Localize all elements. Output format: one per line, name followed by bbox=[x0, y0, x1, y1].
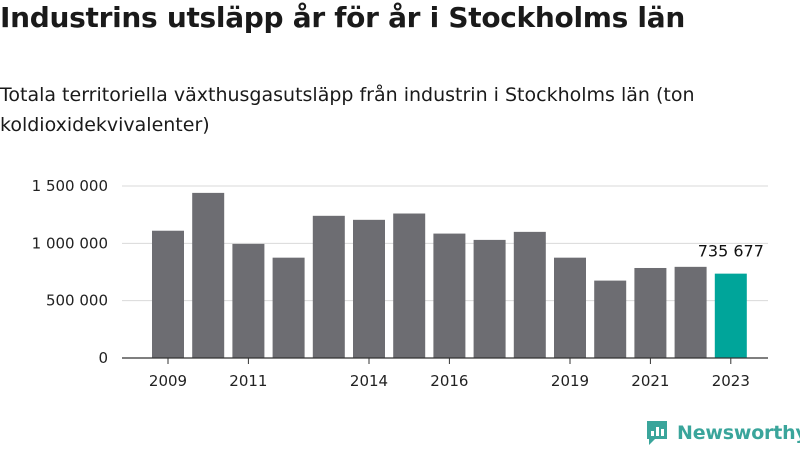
bar-2023 bbox=[714, 273, 747, 358]
bar-value-label: 735 677 bbox=[698, 242, 764, 261]
bar-2009 bbox=[152, 230, 184, 358]
bar-2014 bbox=[353, 219, 385, 358]
x-tick-label: 2021 bbox=[631, 372, 669, 390]
bar-2012 bbox=[272, 257, 305, 358]
bar-2013 bbox=[312, 215, 345, 358]
x-tick-label: 2011 bbox=[229, 372, 267, 390]
brand-logo: Newsworthy bbox=[645, 418, 800, 448]
x-tick-label: 2019 bbox=[551, 372, 589, 390]
x-tick-label: 2016 bbox=[430, 372, 468, 390]
bar-2015 bbox=[393, 213, 426, 358]
bar-2010 bbox=[192, 192, 225, 358]
bar-2011 bbox=[232, 243, 265, 358]
bar-2016 bbox=[433, 233, 466, 358]
brand-name: Newsworthy bbox=[677, 422, 800, 444]
bar-2021 bbox=[634, 267, 667, 358]
y-tick-label: 1 000 000 bbox=[32, 234, 108, 252]
y-tick-label: 500 000 bbox=[46, 292, 108, 310]
bar-2020 bbox=[594, 280, 627, 358]
bar-2018 bbox=[513, 231, 546, 358]
x-tick-label: 2014 bbox=[350, 372, 388, 390]
bar-2019 bbox=[554, 257, 586, 358]
x-tick-label: 2009 bbox=[149, 372, 187, 390]
y-tick-label: 1 500 000 bbox=[32, 177, 108, 195]
newsworthy-logo-icon bbox=[647, 421, 667, 445]
y-tick-label: 0 bbox=[98, 349, 108, 367]
chart-subtitle: Totala territoriella växthusgasutsläpp f… bbox=[0, 84, 695, 136]
x-tick-label: 2023 bbox=[712, 372, 750, 390]
chart-title: Industrins utsläpp år för år i Stockholm… bbox=[0, 1, 685, 34]
bar-2022 bbox=[674, 266, 707, 358]
bar-2017 bbox=[473, 239, 506, 358]
